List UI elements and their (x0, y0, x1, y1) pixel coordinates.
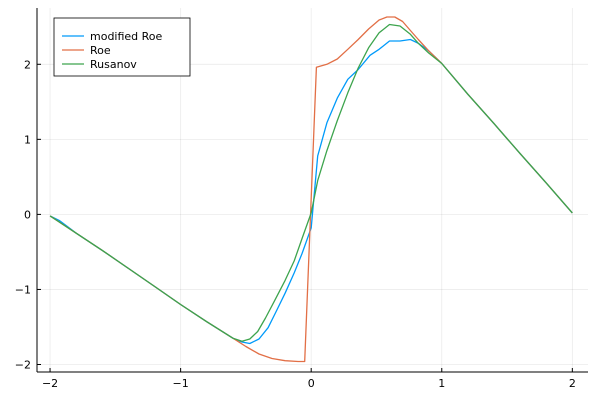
y-tick-label: 0 (24, 208, 31, 221)
legend-label-rusanov: Rusanov (90, 58, 137, 71)
x-tick-label: 0 (308, 377, 315, 390)
legend-label-roe: Roe (90, 44, 111, 57)
x-tick-label: 1 (438, 377, 445, 390)
y-tick-label: 2 (24, 58, 31, 71)
y-tick-label: −1 (15, 283, 31, 296)
x-tick-label: 2 (569, 377, 576, 390)
y-tick-label: 1 (24, 133, 31, 146)
x-tick-label: −2 (42, 377, 58, 390)
series-line-rusanov (49, 23, 573, 342)
tick-labels: −2 −1 0 1 2 −2 −1 0 1 2 (15, 58, 576, 390)
series-lines (49, 16, 573, 363)
legend-box (53, 17, 191, 77)
y-tick-label: −2 (15, 358, 31, 371)
axes-frame (36, 8, 588, 373)
x-tick-label: −1 (173, 377, 189, 390)
legend-label-modified-roe: modified Roe (90, 30, 163, 43)
